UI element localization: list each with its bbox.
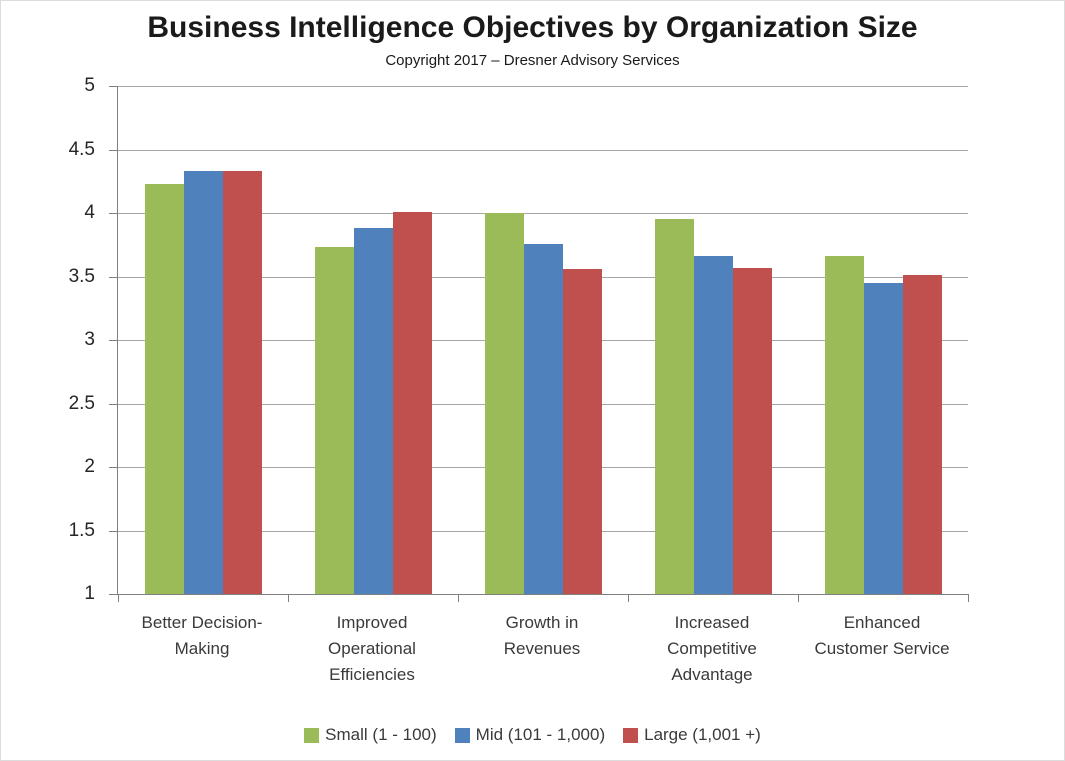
legend-label-mid-101-1-000: Mid (101 - 1,000) xyxy=(475,725,606,744)
bar-large-1-001-better-decision-making xyxy=(222,171,262,594)
y-axis-tick xyxy=(109,404,118,405)
bar-small-1-100-improved-operational-efficiencies xyxy=(314,247,354,594)
x-axis-tick xyxy=(118,594,119,602)
chart-title: Business Intelligence Objectives by Orga… xyxy=(147,11,918,44)
bar-group-enhanced-customer-service xyxy=(798,86,968,594)
bar-mid-101-1-000-increased-competitive-advantage xyxy=(693,256,733,594)
y-axis-label-2: 2 xyxy=(84,456,95,477)
legend-swatch-large-1-001 xyxy=(623,727,639,743)
category-label-better-decision-making: Better Decision- Making xyxy=(141,613,263,658)
chart-subtitle: Copyright 2017 – Dresner Advisory Servic… xyxy=(385,52,680,69)
category-label-improved-operational-efficiencies: Improved Operational Efficiencies xyxy=(328,613,416,684)
bar-group-growth-in-revenues xyxy=(458,86,628,594)
y-axis-label-4.5: 4.5 xyxy=(68,139,95,160)
x-axis-tick xyxy=(288,594,289,602)
bar-small-1-100-growth-in-revenues xyxy=(484,213,524,594)
bar-group-increased-competitive-advantage xyxy=(628,86,798,594)
y-axis-label-2.5: 2.5 xyxy=(68,393,95,414)
plot-area xyxy=(109,86,969,602)
legend-item-small-1-100: Small (1 - 100) xyxy=(304,725,437,745)
legend-label-small-1-100: Small (1 - 100) xyxy=(325,725,437,744)
gridline-4 xyxy=(118,213,968,214)
legend-swatch-small-1-100 xyxy=(304,727,320,743)
y-axis-tick xyxy=(109,467,118,468)
gridline-4.5 xyxy=(118,150,968,151)
x-axis-tick xyxy=(968,594,969,602)
x-axis-tick xyxy=(798,594,799,602)
y-axis-label-4: 4 xyxy=(84,202,95,223)
y-axis-tick xyxy=(109,213,118,214)
bar-large-1-001-improved-operational-efficiencies xyxy=(392,211,432,594)
bar-large-1-001-enhanced-customer-service xyxy=(902,275,942,594)
y-axis-tick xyxy=(109,340,118,341)
y-axis-tick xyxy=(109,86,118,87)
category-axis-labels: Better Decision- Making Improved Operatio… xyxy=(117,610,967,688)
bar-group-improved-operational-efficiencies xyxy=(288,86,458,594)
bar-large-1-001-increased-competitive-advantage xyxy=(732,267,772,594)
y-axis-tick xyxy=(109,594,118,595)
legend: Small (1 - 100) Mid (101 - 1,000) Large (1… xyxy=(1,725,1064,745)
bar-mid-101-1-000-enhanced-customer-service xyxy=(863,282,903,594)
x-axis-tick xyxy=(458,594,459,602)
y-axis-label-3: 3 xyxy=(84,329,95,350)
bar-mid-101-1-000-improved-operational-efficiencies xyxy=(353,228,393,594)
bar-mid-101-1-000-better-decision-making xyxy=(183,171,223,594)
gridline-5 xyxy=(118,86,968,87)
y-axis-tick xyxy=(109,531,118,532)
y-axis-tick xyxy=(109,150,118,151)
bar-large-1-001-growth-in-revenues xyxy=(562,268,602,594)
legend-item-mid-101-1-000: Mid (101 - 1,000) xyxy=(454,725,606,745)
category-label-growth-in-revenues: Growth in Revenues xyxy=(503,613,581,658)
category-label-enhanced-customer-service: Enhanced Customer Service xyxy=(814,613,950,658)
y-axis-tick xyxy=(109,277,118,278)
legend-label-large-1-001: Large (1,001 +) xyxy=(644,725,761,744)
y-axis-label-1.5: 1.5 xyxy=(68,520,95,541)
bar-mid-101-1-000-growth-in-revenues xyxy=(523,243,563,594)
category-label-increased-competitive-advantage: Increased Competitive Advantage xyxy=(667,613,757,684)
bar-small-1-100-better-decision-making xyxy=(144,183,184,594)
y-axis-label-3.5: 3.5 xyxy=(68,266,95,287)
y-axis-label-5: 5 xyxy=(84,75,95,96)
bar-small-1-100-enhanced-customer-service xyxy=(824,256,864,594)
legend-swatch-mid-101-1-000 xyxy=(454,727,470,743)
bar-group-better-decision-making xyxy=(118,86,288,594)
bar-small-1-100-increased-competitive-advantage xyxy=(654,219,694,594)
legend-item-large-1-001: Large (1,001 +) xyxy=(623,725,761,745)
x-axis-tick xyxy=(628,594,629,602)
y-axis-label-1: 1 xyxy=(84,583,95,604)
